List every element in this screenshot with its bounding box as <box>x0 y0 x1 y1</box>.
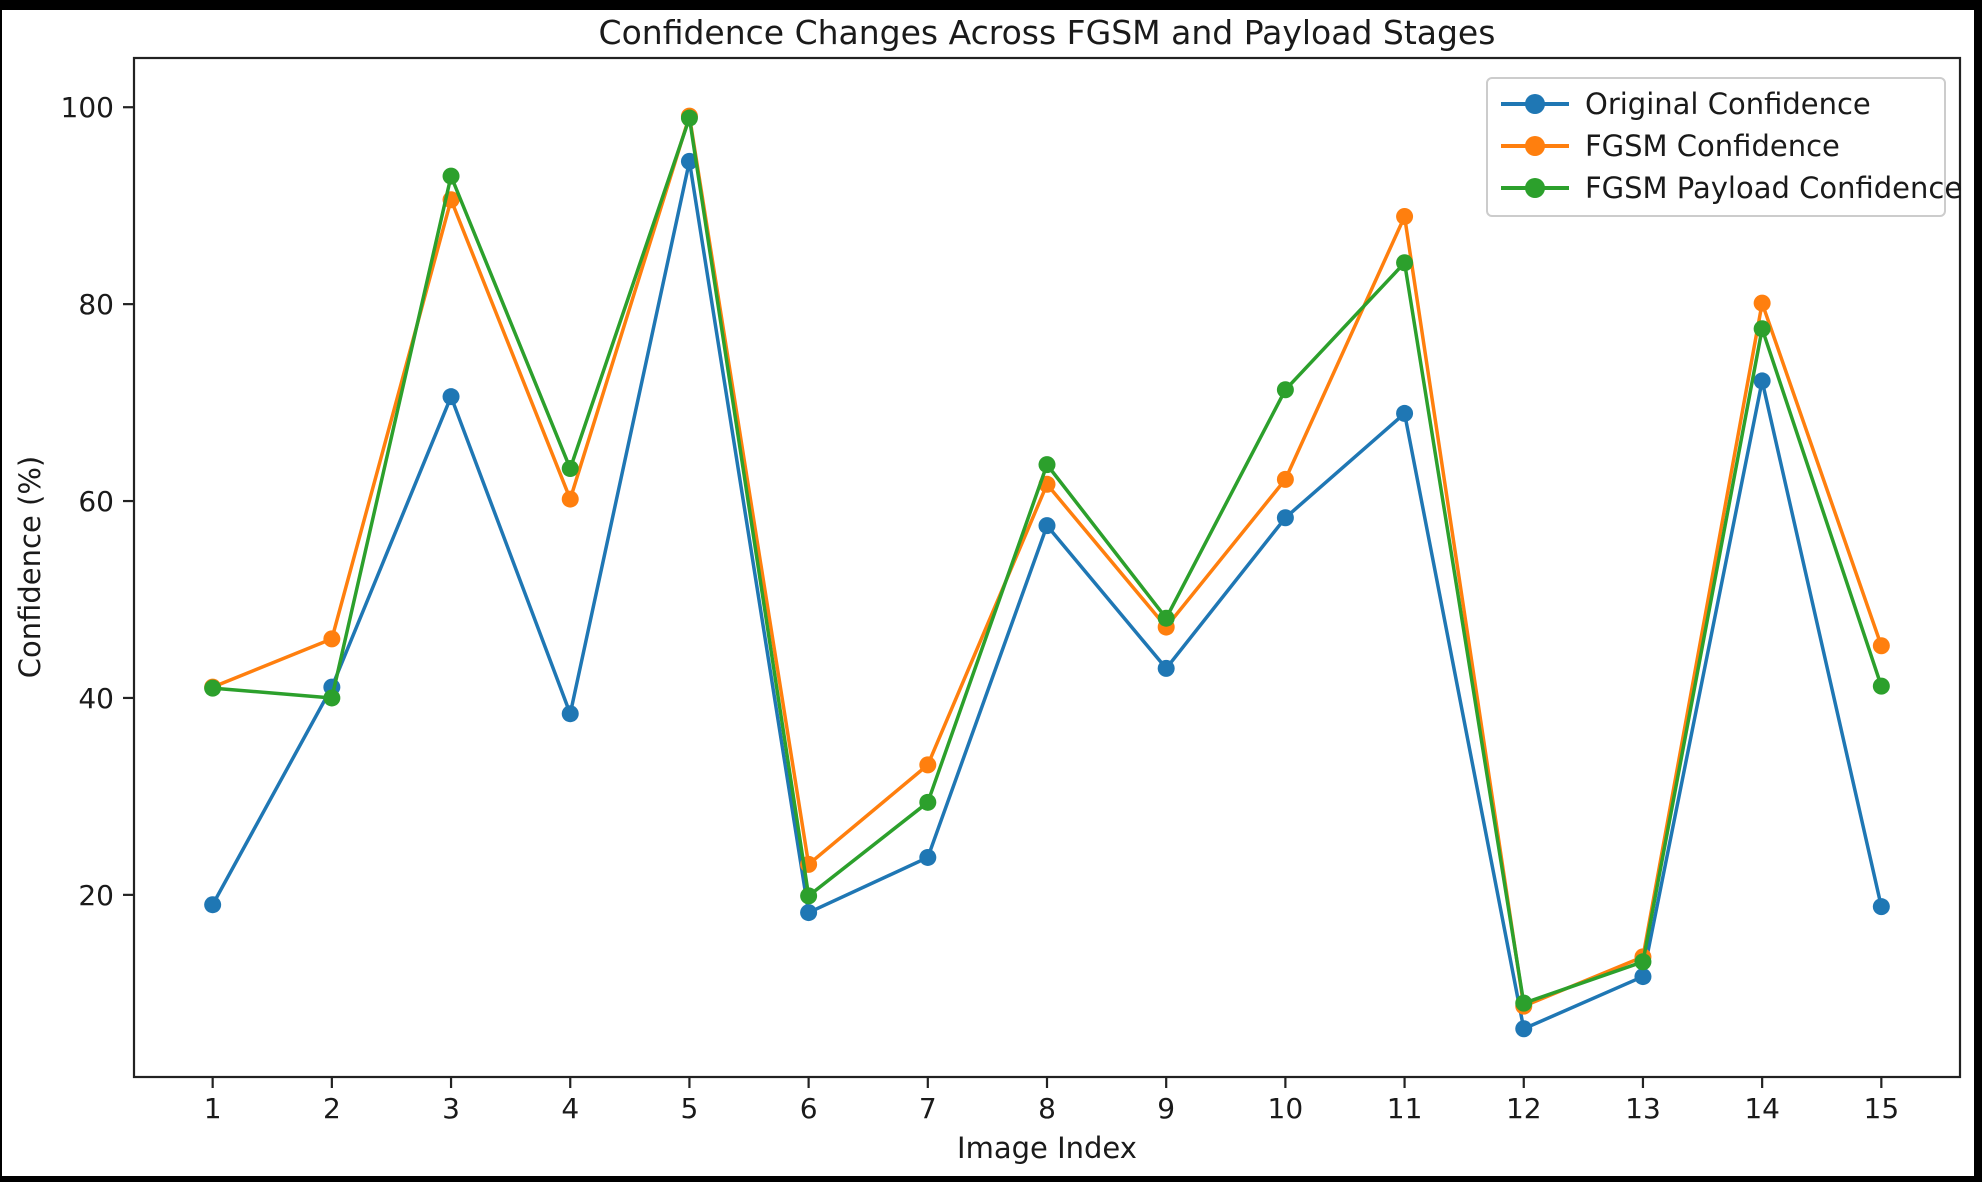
y-tick-label: 20 <box>78 879 114 912</box>
data-point-fgsm-payload-confidence-10 <box>1276 381 1294 399</box>
chart-title: Confidence Changes Across FGSM and Paylo… <box>599 13 1496 52</box>
data-point-original-confidence-12 <box>1515 1020 1533 1038</box>
data-point-fgsm-payload-confidence-2 <box>323 689 341 707</box>
data-point-fgsm-confidence-14 <box>1753 294 1771 312</box>
data-point-fgsm-confidence-4 <box>561 490 579 508</box>
data-point-original-confidence-15 <box>1872 898 1890 916</box>
legend-sample-marker-fgsm-confidence <box>1525 136 1545 156</box>
data-point-original-confidence-9 <box>1157 659 1175 677</box>
data-point-fgsm-confidence-7 <box>919 756 937 774</box>
x-tick-label: 12 <box>1506 1092 1542 1125</box>
y-axis-label: Confidence (%) <box>13 456 47 678</box>
data-point-fgsm-payload-confidence-1 <box>204 679 222 697</box>
x-tick-label: 10 <box>1268 1092 1304 1125</box>
data-point-fgsm-payload-confidence-15 <box>1872 677 1890 695</box>
x-tick-label: 3 <box>442 1092 460 1125</box>
x-tick-label: 14 <box>1744 1092 1780 1125</box>
y-tick-label: 40 <box>78 682 114 715</box>
data-point-fgsm-payload-confidence-3 <box>442 167 460 185</box>
data-point-fgsm-payload-confidence-14 <box>1753 320 1771 338</box>
data-point-original-confidence-10 <box>1276 509 1294 527</box>
data-point-fgsm-payload-confidence-6 <box>800 887 818 905</box>
legend-label-fgsm-payload-confidence: FGSM Payload Confidence <box>1585 171 1962 205</box>
data-point-fgsm-confidence-15 <box>1872 637 1890 655</box>
data-point-original-confidence-7 <box>919 848 937 866</box>
x-tick-label: 7 <box>919 1092 937 1125</box>
data-point-fgsm-payload-confidence-4 <box>561 460 579 478</box>
x-axis-label: Image Index <box>957 1131 1137 1165</box>
series-fgsm-payload-confidence <box>204 109 1890 1012</box>
data-point-original-confidence-11 <box>1396 404 1414 422</box>
legend-sample-marker-fgsm-payload-confidence <box>1525 178 1545 198</box>
x-tick-label: 11 <box>1387 1092 1423 1125</box>
legend: Original Confidence FGSM Confidence FGSM P… <box>1486 77 1962 217</box>
data-point-fgsm-payload-confidence-9 <box>1157 609 1175 627</box>
x-tick-label: 5 <box>681 1092 699 1125</box>
data-point-original-confidence-3 <box>442 388 460 406</box>
data-point-original-confidence-14 <box>1753 372 1771 390</box>
y-tick-label: 100 <box>61 91 114 124</box>
x-tick-label: 4 <box>561 1092 579 1125</box>
x-tick-label: 15 <box>1864 1092 1900 1125</box>
x-tick-label: 13 <box>1625 1092 1661 1125</box>
data-point-fgsm-confidence-11 <box>1396 208 1414 226</box>
x-tick-label: 8 <box>1038 1092 1056 1125</box>
data-point-fgsm-payload-confidence-13 <box>1634 953 1652 971</box>
data-point-fgsm-confidence-2 <box>323 630 341 648</box>
data-point-original-confidence-1 <box>204 896 222 914</box>
y-tick-label: 80 <box>78 288 114 321</box>
legend-box <box>1486 77 1946 217</box>
legend-label-original-confidence: Original Confidence <box>1585 87 1871 121</box>
x-tick-label: 6 <box>800 1092 818 1125</box>
data-point-original-confidence-4 <box>561 705 579 723</box>
data-point-original-confidence-6 <box>800 904 818 922</box>
series-original-confidence <box>204 152 1890 1038</box>
data-point-fgsm-payload-confidence-7 <box>919 793 937 811</box>
x-tick-label: 9 <box>1157 1092 1175 1125</box>
data-point-fgsm-payload-confidence-5 <box>680 109 698 127</box>
data-point-fgsm-payload-confidence-12 <box>1515 994 1533 1012</box>
data-point-fgsm-payload-confidence-11 <box>1396 254 1414 272</box>
data-point-fgsm-payload-confidence-8 <box>1038 456 1056 474</box>
y-tick-label: 60 <box>78 485 114 518</box>
data-point-fgsm-confidence-10 <box>1276 470 1294 488</box>
data-point-original-confidence-13 <box>1634 968 1652 986</box>
legend-label-fgsm-confidence: FGSM Confidence <box>1585 129 1840 163</box>
x-tick-label: 1 <box>204 1092 222 1125</box>
data-series-layer <box>204 107 1890 1038</box>
legend-sample-marker-original-confidence <box>1525 94 1545 114</box>
data-point-original-confidence-8 <box>1038 517 1056 535</box>
x-tick-label: 2 <box>323 1092 341 1125</box>
